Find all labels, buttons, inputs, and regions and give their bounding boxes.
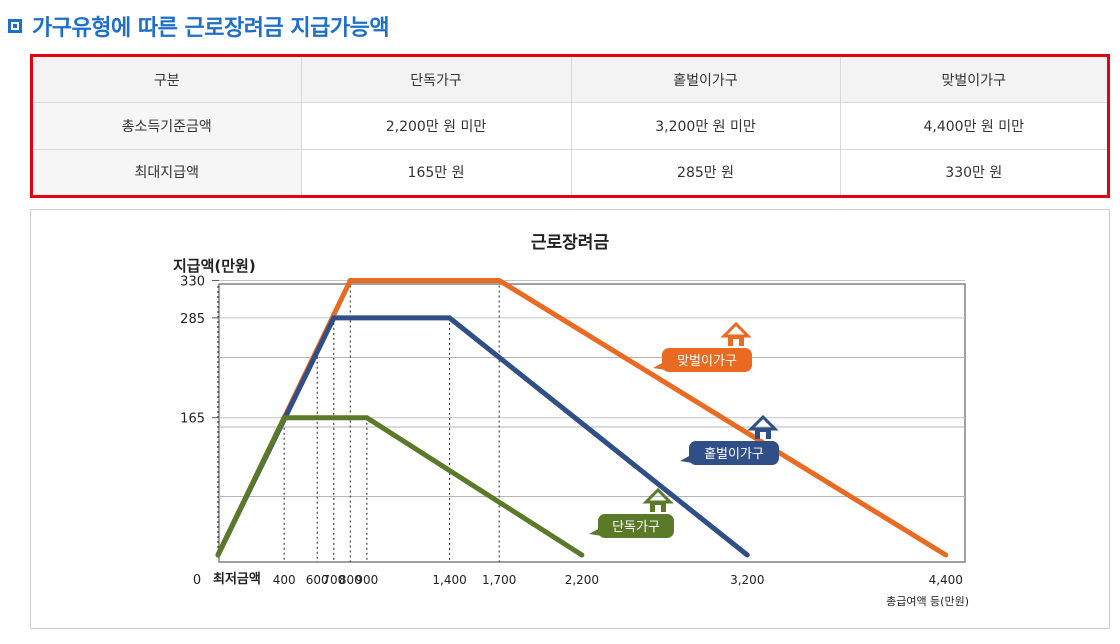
table-header-row: 구분 단독가구 홑벌이가구 맞벌이가구 (33, 57, 1107, 104)
table-cell: 165만 원 (301, 149, 572, 195)
series-badge-pointer (680, 455, 693, 463)
series-badge: 홑벌이가구 (680, 414, 779, 465)
series-label: 단독가구 (612, 520, 660, 535)
x-axis-title: 총급여액 등(만원) (886, 595, 969, 608)
series-badge-pointer (653, 362, 666, 370)
series-badge-background (689, 441, 779, 465)
x-tick-label: 800 (339, 573, 362, 587)
x-tick-label: 700 (322, 573, 345, 587)
x-tick-label: 2,200 (565, 573, 599, 587)
x-tick-label: 400 (273, 573, 296, 587)
x-tick-label: 1,400 (432, 573, 466, 587)
house-icon (747, 414, 779, 439)
section-heading: 가구유형에 따른 근로장려금 지급가능액 (8, 10, 390, 42)
payment-table: 구분 단독가구 홑벌이가구 맞벌이가구 총소득기준금액 2,200만 원 미만 … (30, 54, 1110, 198)
house-icon (720, 321, 752, 346)
section-title: 가구유형에 따른 근로장려금 지급가능액 (32, 16, 390, 41)
y-tick-label: 285 (180, 312, 205, 327)
table-cell: 3,200만 원 미만 (571, 102, 841, 150)
series-badge-pointer (589, 528, 602, 536)
house-icon (642, 487, 674, 512)
series-label: 홑벌이가구 (704, 447, 764, 462)
x-tick-label: 900 (355, 573, 378, 587)
y-axis-title: 지급액(만원) (173, 257, 256, 275)
x-axis-zero-label: 0 (193, 573, 201, 588)
table-cell: 285만 원 (571, 149, 841, 195)
x-tick-label: 4,400 (929, 573, 963, 587)
series-label: 맞벌이가구 (677, 354, 737, 369)
series-badge-background (598, 514, 674, 538)
table-header-cell: 홑벌이가구 (571, 57, 841, 104)
table-header-cell: 단독가구 (301, 57, 572, 104)
chart-title: 근로장려금 (531, 233, 610, 253)
plot-area (218, 283, 966, 563)
y-tick-label: 165 (180, 412, 205, 427)
table-cell: 4,400만 원 미만 (840, 102, 1107, 150)
table-cell: 330만 원 (945, 165, 1003, 182)
x-tick-label: 1,700 (482, 573, 516, 587)
table-header-cell: 맞벌이가구 (840, 57, 1107, 104)
series-line (215, 415, 585, 558)
series-badge: 단독가구 (589, 487, 674, 538)
table-cell: 2,200만 원 미만 (301, 102, 572, 150)
table-header-cell: 구분 (33, 57, 302, 104)
x-tick-label: 600 (306, 573, 329, 587)
series-badge-background (662, 348, 752, 372)
table-row-label: 최대지급액 (33, 149, 302, 195)
table-row: 최대지급액 165만 원 285만 원 330만 원 (33, 149, 1107, 195)
table-row-label: 총소득기준금액 (33, 102, 302, 150)
x-tick-label: 3,200 (730, 573, 764, 587)
table-row: 총소득기준금액 2,200만 원 미만 3,200만 원 미만 4,400만 원… (33, 102, 1107, 150)
series-badge: 맞벌이가구 (653, 321, 752, 372)
x-axis-origin-label: 최저금액 (213, 572, 261, 587)
y-tick-label: 330 (180, 274, 205, 289)
square-bullet-icon (8, 19, 22, 33)
